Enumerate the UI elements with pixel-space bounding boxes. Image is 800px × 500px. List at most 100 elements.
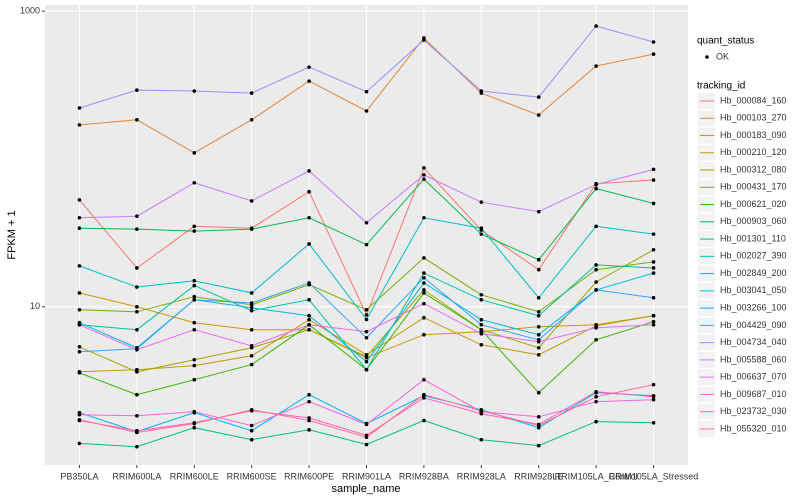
legend-label: OK [716, 51, 729, 61]
data-point [651, 201, 656, 206]
data-point [479, 408, 484, 413]
legend-label: Hb_004734_040 [720, 337, 787, 347]
data-point [77, 264, 82, 268]
data-point [364, 313, 369, 317]
data-point [192, 297, 197, 302]
data-point [192, 89, 197, 93]
legend-label: Hb_000312_080 [720, 164, 787, 174]
data-point [249, 428, 254, 433]
data-point [135, 392, 139, 397]
data-point [651, 271, 656, 275]
data-point [536, 332, 541, 337]
data-point [479, 317, 484, 322]
data-point [364, 242, 369, 247]
data-point [422, 332, 426, 337]
data-point [192, 363, 197, 368]
x-tick-label: RRIM600LA [112, 471, 161, 481]
data-point [422, 166, 426, 170]
data-point [307, 327, 311, 332]
data-point [249, 291, 254, 295]
data-point [249, 117, 254, 122]
data-point [594, 419, 598, 424]
data-point [364, 109, 369, 113]
y-tick-label: 1000 [20, 5, 40, 15]
data-point [307, 392, 311, 397]
data-point [192, 425, 197, 430]
data-point [651, 394, 656, 399]
data-point [479, 411, 484, 416]
data-point [536, 309, 541, 314]
data-point [77, 106, 82, 110]
legend-point [705, 55, 709, 59]
legend-label: Hb_000210_120 [720, 147, 787, 157]
data-point [651, 313, 656, 318]
data-point [77, 226, 82, 230]
data-point [77, 198, 82, 202]
data-point [594, 280, 598, 284]
legend-label: Hb_004429_090 [720, 320, 787, 330]
data-point [364, 329, 369, 334]
data-point [536, 339, 541, 344]
data-point [479, 342, 484, 347]
data-point [536, 415, 541, 419]
data-point [77, 123, 82, 127]
x-tick-label: RRIM901LA [342, 471, 391, 481]
data-point [479, 232, 484, 236]
data-point [135, 327, 139, 332]
legend-label: Hb_000103_270 [720, 113, 787, 123]
data-point [422, 38, 426, 42]
data-point [77, 307, 82, 312]
data-point [192, 357, 197, 362]
data-point [536, 209, 541, 214]
data-point [594, 24, 598, 28]
data-point [307, 215, 311, 220]
data-point [364, 367, 369, 372]
legend-label: Hb_055320_010 [720, 423, 787, 433]
data-point [594, 399, 598, 404]
x-tick-label: PB350LA [60, 471, 98, 481]
data-point [422, 291, 426, 295]
data-point [651, 382, 656, 387]
data-point [536, 423, 541, 428]
data-point [77, 412, 82, 417]
y-axis-title: FPKM + 1 [6, 210, 18, 259]
data-point [364, 335, 369, 340]
data-point [422, 177, 426, 181]
data-point [249, 407, 254, 412]
legend-label: Hb_006637_070 [720, 372, 787, 382]
data-point [422, 288, 426, 292]
x-tick-label: RRIM928LA [457, 471, 506, 481]
data-point [77, 441, 82, 446]
data-point [249, 362, 254, 367]
data-point [422, 256, 426, 260]
data-point [536, 267, 541, 272]
legend-label: Hb_003041_050 [720, 285, 787, 295]
y-tick-label: 10 [30, 301, 40, 311]
data-point [422, 315, 426, 320]
data-point [594, 182, 598, 187]
data-point [307, 169, 311, 173]
data-point [594, 394, 598, 399]
data-point [77, 291, 82, 295]
data-point [536, 113, 541, 117]
data-point [536, 95, 541, 99]
data-point [192, 180, 197, 185]
data-point [135, 117, 139, 122]
data-point [192, 229, 197, 233]
data-point [77, 215, 82, 220]
data-point [77, 417, 82, 422]
data-point [422, 215, 426, 220]
data-point [77, 349, 82, 354]
legend-label: Hb_000183_090 [720, 130, 787, 140]
data-point [536, 257, 541, 262]
data-point [192, 294, 197, 299]
data-point [192, 320, 197, 325]
data-point [651, 178, 656, 182]
data-point [307, 65, 311, 69]
data-point [192, 377, 197, 382]
data-point [651, 260, 656, 264]
x-tick-label: RRIM600PE [284, 471, 334, 481]
data-point [651, 319, 656, 324]
data-point [422, 396, 426, 400]
